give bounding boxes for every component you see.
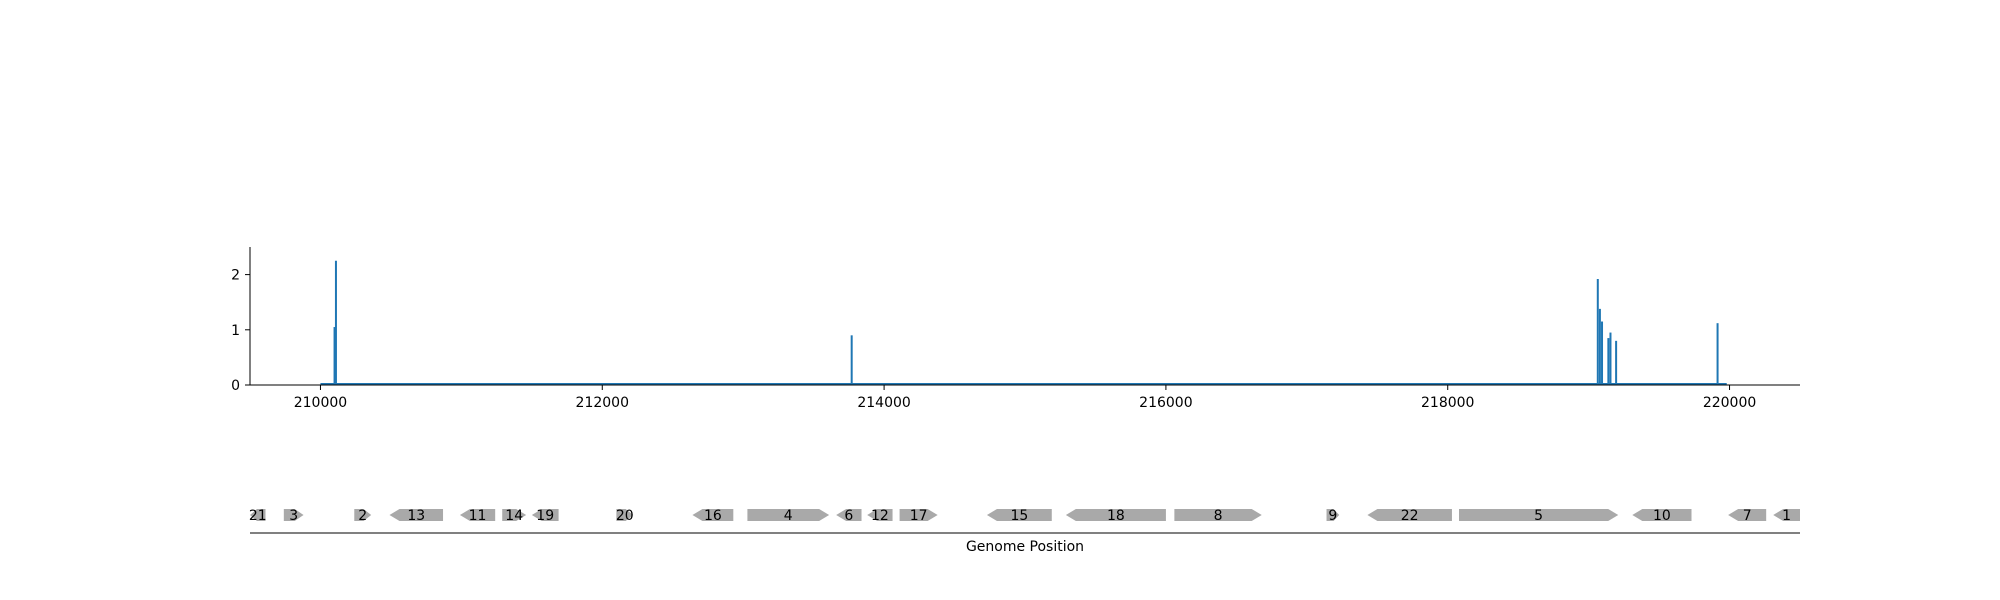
- y-ticks: 0 1 2: [231, 268, 250, 394]
- gene-label-21: 21: [249, 508, 267, 524]
- x-tick-label: 218000: [1421, 395, 1474, 411]
- gene-arrow-13: [389, 509, 444, 521]
- gene-arrow-12: [867, 509, 893, 521]
- y-tick-label: 2: [231, 268, 240, 284]
- gene-arrow-15: [986, 509, 1052, 521]
- gene-track-xlabel: Genome Position: [966, 539, 1084, 555]
- gene-arrow-22: [1367, 509, 1452, 521]
- gene-label-16: 16: [704, 508, 722, 524]
- gene-arrow-20: [616, 509, 634, 521]
- gene-label-8: 8: [1214, 508, 1223, 524]
- gene-label-22: 22: [1401, 508, 1419, 524]
- gene-arrow-18: [1065, 509, 1166, 521]
- gene-arrow-6: [836, 509, 862, 521]
- gene-arrow-10: [1632, 509, 1692, 521]
- gene-arrow-5: [1459, 509, 1619, 521]
- y-tick-label: 1: [231, 323, 240, 339]
- gene-label-11: 11: [469, 508, 487, 524]
- gene-arrow-7: [1728, 509, 1767, 521]
- peak-series: [320, 260, 1727, 385]
- gene-arrow-2: [354, 509, 372, 521]
- gene-arrow-1: [1773, 509, 1800, 521]
- x-ticks: 210000 212000 214000 216000 218000 220000: [294, 385, 1756, 411]
- gene-track: 21 3 2 13 11 14 19 20 16 4 6 12 17 15 18 8 9 22 5 10 7 1 Geno…: [249, 508, 1800, 555]
- x-tick-label: 210000: [294, 395, 347, 411]
- x-tick-label: 212000: [576, 395, 629, 411]
- gene-arrow-11: [459, 509, 496, 521]
- x-tick-label: 216000: [1139, 395, 1192, 411]
- gene-arrow-19: [531, 509, 559, 521]
- gene-label-6: 6: [844, 508, 853, 524]
- gene-label-10: 10: [1653, 508, 1671, 524]
- gene-label-5: 5: [1534, 508, 1543, 524]
- y-tick-label: 0: [231, 378, 240, 394]
- gene-label-3: 3: [289, 508, 298, 524]
- gene-arrows: 21 3 2 13 11 14 19 20 16 4 6 12 17 15 18 8 9 22 5 10 7 1: [249, 508, 1800, 524]
- gene-label-14: 14: [505, 508, 523, 524]
- gene-label-20: 20: [616, 508, 634, 524]
- gene-arrow-17: [899, 509, 938, 521]
- gene-label-9: 9: [1328, 508, 1337, 524]
- gene-arrow-9: [1326, 509, 1340, 521]
- gene-arrow-4: [747, 509, 830, 521]
- x-tick-label: 214000: [857, 395, 910, 411]
- gene-label-13: 13: [407, 508, 425, 524]
- coverage-plot: 210000 212000 214000 216000 218000 220000 0 1 2: [231, 247, 1800, 411]
- gene-label-4: 4: [784, 508, 793, 524]
- gene-arrow-21: [250, 509, 266, 521]
- gene-arrow-3: [283, 509, 304, 521]
- gene-label-17: 17: [910, 508, 928, 524]
- gene-label-1: 1: [1782, 508, 1791, 524]
- gene-label-18: 18: [1107, 508, 1125, 524]
- gene-label-15: 15: [1010, 508, 1028, 524]
- gene-arrow-8: [1174, 509, 1262, 521]
- gene-label-12: 12: [871, 508, 889, 524]
- gene-label-19: 19: [536, 508, 554, 524]
- x-tick-label: 220000: [1703, 395, 1756, 411]
- gene-arrow-16: [692, 509, 734, 521]
- gene-label-7: 7: [1743, 508, 1752, 524]
- gene-label-2: 2: [358, 508, 367, 524]
- gene-arrow-14: [502, 509, 527, 521]
